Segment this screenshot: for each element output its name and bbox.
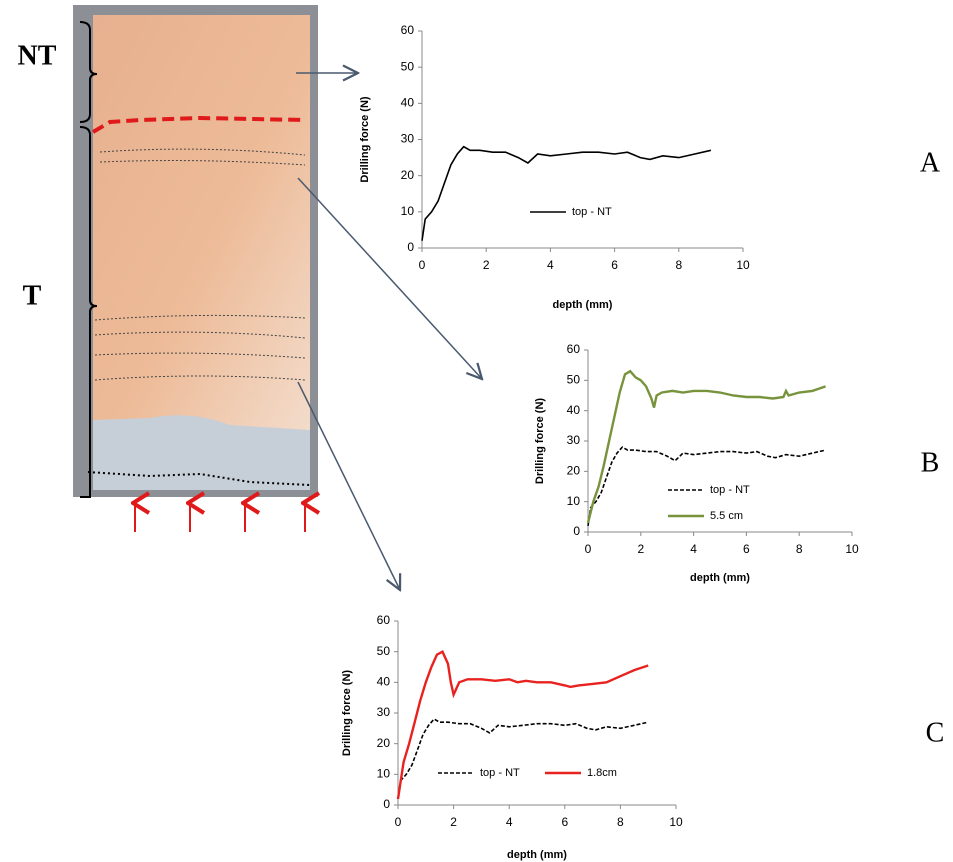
y-tick-label: 10 (377, 767, 391, 781)
panel-label: A (920, 147, 941, 178)
y-tick-label: 10 (401, 204, 415, 218)
region-label: NT (18, 40, 57, 71)
red-arrows (135, 503, 305, 532)
x-axis-label: depth (mm) (690, 572, 750, 584)
y-tick-label: 0 (383, 797, 390, 811)
x-tick-label: 2 (637, 542, 644, 556)
x-tick-label: 10 (669, 815, 683, 829)
data-line (586, 369, 826, 524)
x-tick-label: 6 (561, 815, 568, 829)
y-axis-label: Drilling force (N) (359, 96, 371, 183)
y-tick-label: 30 (377, 705, 391, 719)
y-axis-label: Drilling force (N) (534, 398, 546, 485)
x-tick-label: 2 (450, 815, 457, 829)
y-tick-label: 50 (567, 373, 581, 387)
y-tick-label: 30 (567, 433, 581, 447)
legend-label: 1.8cm (587, 767, 617, 779)
y-tick-label: 50 (377, 644, 391, 658)
y-tick-label: 10 (567, 494, 581, 508)
x-tick-label: 10 (845, 542, 859, 556)
y-tick-label: 20 (401, 168, 415, 182)
y-tick-label: 30 (401, 132, 415, 146)
y-tick-label: 60 (567, 342, 581, 356)
y-tick-label: 60 (401, 23, 415, 37)
region-label: T (23, 280, 42, 311)
x-tick-label: 2 (483, 258, 490, 272)
x-axis-label: depth (mm) (553, 299, 613, 311)
panel-label: C (926, 717, 945, 748)
legend-label: top - NT (710, 484, 750, 496)
y-tick-label: 0 (573, 524, 580, 538)
y-tick-label: 50 (401, 59, 415, 73)
panel-label: B (921, 447, 940, 478)
x-tick-label: 4 (690, 542, 697, 556)
x-tick-label: 0 (419, 258, 426, 272)
x-tick-label: 10 (736, 258, 750, 272)
x-tick-label: 4 (547, 258, 554, 272)
legend-label: 5.5 cm (710, 510, 743, 522)
data-line (587, 446, 826, 527)
x-tick-label: 8 (796, 542, 803, 556)
sample-photo (73, 5, 318, 497)
x-tick-label: 6 (611, 258, 618, 272)
y-tick-label: 60 (377, 613, 391, 627)
brackets (79, 21, 98, 498)
x-tick-label: 0 (585, 542, 592, 556)
x-tick-label: 6 (743, 542, 750, 556)
y-tick-label: 40 (377, 675, 391, 689)
legend-label: top - NT (480, 767, 520, 779)
y-tick-label: 40 (401, 96, 415, 110)
y-tick-label: 0 (407, 240, 414, 254)
x-tick-label: 0 (395, 815, 402, 829)
data-line (397, 718, 649, 800)
y-tick-label: 20 (567, 464, 581, 478)
data-line (421, 145, 712, 241)
x-tick-label: 8 (617, 815, 624, 829)
x-tick-label: 4 (506, 815, 513, 829)
y-axis-label: Drilling force (N) (341, 670, 353, 757)
legend-label: top - NT (572, 206, 612, 218)
y-tick-label: 40 (567, 403, 581, 417)
data-line (396, 650, 649, 800)
x-axis-label: depth (mm) (507, 849, 567, 861)
connector-arrows (296, 73, 482, 590)
x-tick-label: 8 (675, 258, 682, 272)
y-tick-label: 20 (377, 736, 391, 750)
